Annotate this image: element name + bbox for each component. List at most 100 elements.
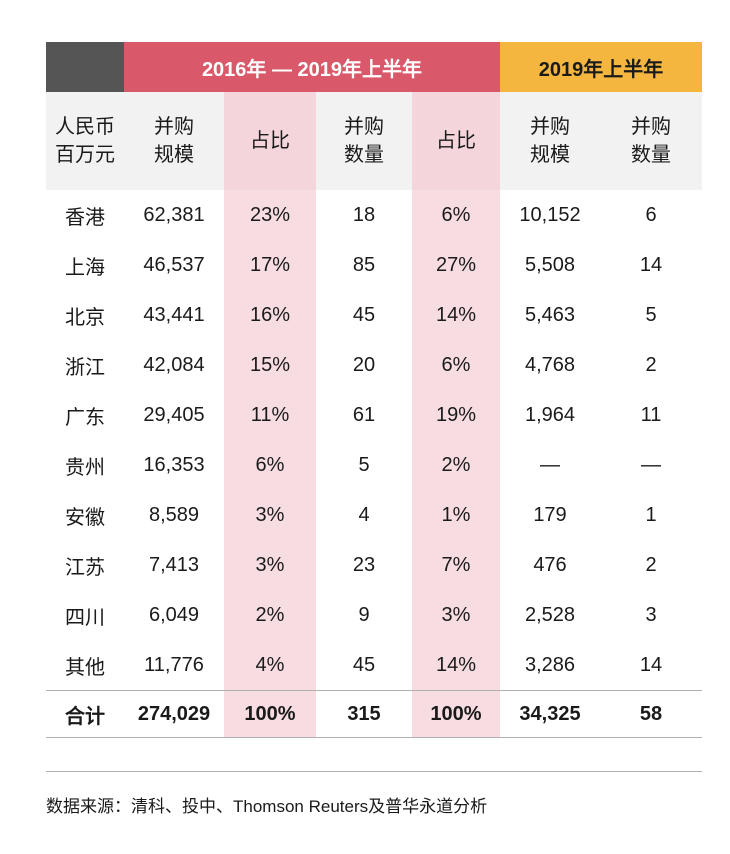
cell-h1-ma-count: 14 <box>639 253 663 276</box>
cell-ma-value: 11,776 <box>144 653 204 676</box>
col-header-h1-ma-count: 并购 数量 <box>631 116 671 166</box>
cell-region: 浙江 <box>65 356 105 379</box>
table-row: 广东 29,405 11% 61 19% 1,964 11 <box>46 390 702 440</box>
cell-region: 广东 <box>65 406 105 429</box>
col-header-ma-count: 并购 数量 <box>344 116 384 166</box>
corner-cell <box>46 42 124 92</box>
cell-h1-ma-value: 10,152 <box>519 203 581 226</box>
cell-ma-count: 45 <box>352 303 376 326</box>
total-ma-count: 315 <box>347 702 381 725</box>
cell-h1-ma-count: 14 <box>639 653 663 676</box>
col-header-h1-ma-value: 并购 规模 <box>530 116 570 166</box>
ma-table: 2016年 — 2019年上半年 2019年上半年 人民币 百万元 并购 规模 占比… <box>46 42 702 738</box>
cell-h1-ma-count: 11 <box>640 403 662 426</box>
cell-h1-ma-value: 1,964 <box>524 403 576 426</box>
cell-h1-ma-value: — <box>540 453 560 476</box>
total-count-share: 100% <box>412 691 500 737</box>
cell-h1-ma-value: 179 <box>533 503 567 526</box>
column-header-row: 人民币 百万元 并购 规模 占比 并购 数量 占比 并购 规模 并购 数量 <box>46 92 702 190</box>
cell-ma-value: 6,049 <box>148 603 200 626</box>
total-value-share: 100% <box>224 691 316 737</box>
cell-h1-ma-count: 3 <box>645 603 657 626</box>
cell-ma-value: 8,589 <box>148 503 200 526</box>
cell-count-share: 27% <box>412 240 500 290</box>
cell-region: 贵州 <box>65 456 105 479</box>
cell-ma-count: 23 <box>352 553 376 576</box>
cell-region: 四川 <box>65 606 105 629</box>
source-note: 数据来源：清科、投中、Thomson Reuters及普华永道分析 <box>46 797 488 816</box>
cell-h1-ma-value: 5,508 <box>524 253 576 276</box>
cell-value-share: 3% <box>224 540 316 590</box>
table-row: 浙江 42,084 15% 20 6% 4,768 2 <box>46 340 702 390</box>
cell-ma-count: 18 <box>352 203 376 226</box>
total-row: 合计 274,029 100% 315 100% 34,325 58 <box>46 690 702 738</box>
total-h1-ma-count: 58 <box>639 702 663 725</box>
cell-region: 香港 <box>65 206 105 229</box>
group-header-2016-2019h1: 2016年 — 2019年上半年 <box>124 42 500 92</box>
cell-h1-ma-count: 1 <box>645 503 657 526</box>
total-label: 合计 <box>65 705 105 728</box>
cell-h1-ma-value: 4,768 <box>524 353 576 376</box>
table-row: 四川 6,049 2% 9 3% 2,528 3 <box>46 590 702 640</box>
cell-count-share: 19% <box>412 390 500 440</box>
cell-value-share: 6% <box>224 440 316 490</box>
cell-ma-count: 85 <box>352 253 376 276</box>
cell-h1-ma-value: 5,463 <box>524 303 576 326</box>
total-h1-ma-value: 34,325 <box>519 702 581 725</box>
footer-divider <box>46 771 702 772</box>
table-row: 北京 43,441 16% 45 14% 5,463 5 <box>46 290 702 340</box>
col-header-count-share: 占比 <box>412 92 500 190</box>
cell-ma-value: 62,381 <box>143 203 205 226</box>
cell-h1-ma-count: 2 <box>645 553 657 576</box>
cell-ma-count: 9 <box>358 603 370 626</box>
cell-count-share: 14% <box>412 290 500 340</box>
cell-value-share: 3% <box>224 490 316 540</box>
group-header-2019h1: 2019年上半年 <box>500 42 702 92</box>
cell-count-share: 14% <box>412 640 500 690</box>
table-row: 江苏 7,413 3% 23 7% 476 2 <box>46 540 702 590</box>
cell-h1-ma-count: 2 <box>645 353 657 376</box>
cell-value-share: 4% <box>224 640 316 690</box>
col-header-value-share: 占比 <box>224 92 316 190</box>
cell-h1-ma-value: 3,286 <box>524 653 576 676</box>
cell-ma-value: 46,537 <box>143 253 205 276</box>
cell-ma-value: 42,084 <box>143 353 205 376</box>
cell-ma-value: 16,353 <box>143 453 205 476</box>
cell-count-share: 7% <box>412 540 500 590</box>
cell-count-share: 2% <box>412 440 500 490</box>
cell-h1-ma-value: 2,528 <box>524 603 576 626</box>
cell-region: 其他 <box>65 656 105 679</box>
table-body: 香港 62,381 23% 18 6% 10,152 6 上海 46,537 17% 85 27% 5,… <box>46 190 702 690</box>
col-header-unit: 人民币 百万元 <box>55 116 115 166</box>
cell-count-share: 1% <box>412 490 500 540</box>
total-ma-value: 274,029 <box>137 702 211 725</box>
cell-count-share: 6% <box>412 340 500 390</box>
cell-h1-ma-count: 6 <box>645 203 657 226</box>
cell-ma-count: 4 <box>358 503 370 526</box>
cell-value-share: 17% <box>224 240 316 290</box>
cell-ma-count: 20 <box>352 353 376 376</box>
cell-region: 安徽 <box>65 506 105 529</box>
cell-h1-ma-count: 5 <box>645 303 657 326</box>
table-row: 香港 62,381 23% 18 6% 10,152 6 <box>46 190 702 240</box>
table-row: 贵州 16,353 6% 5 2% — — <box>46 440 702 490</box>
cell-region: 上海 <box>65 256 105 279</box>
cell-region: 江苏 <box>65 556 105 579</box>
table-row: 其他 11,776 4% 45 14% 3,286 14 <box>46 640 702 690</box>
cell-ma-count: 5 <box>358 453 370 476</box>
cell-h1-ma-count: — <box>641 453 661 476</box>
group-header-row: 2016年 — 2019年上半年 2019年上半年 <box>46 42 702 92</box>
cell-h1-ma-value: 476 <box>533 553 567 576</box>
cell-value-share: 11% <box>224 390 316 440</box>
cell-ma-value: 7,413 <box>148 553 200 576</box>
cell-value-share: 2% <box>224 590 316 640</box>
cell-ma-value: 43,441 <box>143 303 205 326</box>
cell-ma-count: 61 <box>352 403 376 426</box>
cell-value-share: 16% <box>224 290 316 340</box>
cell-value-share: 15% <box>224 340 316 390</box>
cell-count-share: 6% <box>412 190 500 240</box>
cell-region: 北京 <box>65 306 105 329</box>
table-row: 安徽 8,589 3% 4 1% 179 1 <box>46 490 702 540</box>
cell-count-share: 3% <box>412 590 500 640</box>
table-row: 上海 46,537 17% 85 27% 5,508 14 <box>46 240 702 290</box>
